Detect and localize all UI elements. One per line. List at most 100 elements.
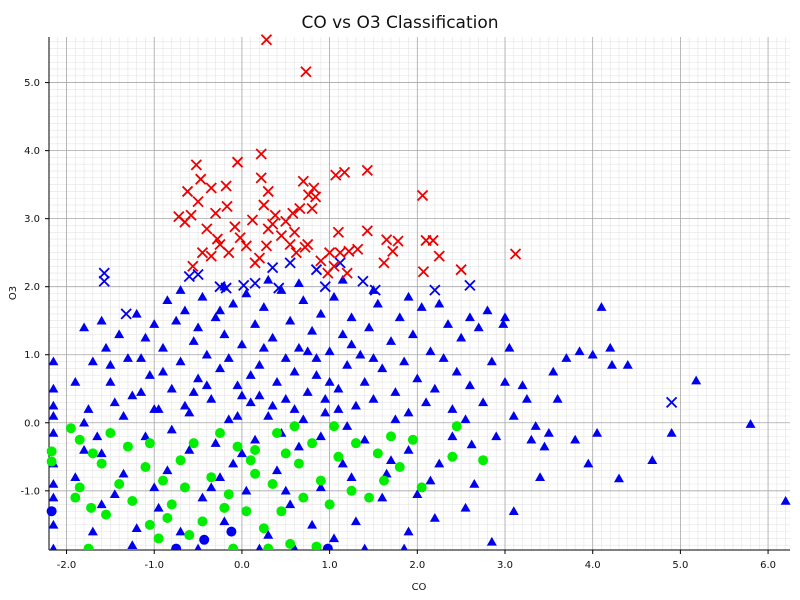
triangle-marker-point [149, 319, 160, 328]
circle-marker-point [394, 461, 405, 472]
circle-marker-point [144, 438, 155, 449]
triangle-marker-point [290, 543, 299, 550]
x-marker-point [361, 164, 373, 176]
triangle-marker-point [210, 438, 221, 447]
circle-marker-point [324, 499, 335, 510]
x-marker-point [433, 250, 445, 262]
circle-marker-point [364, 492, 375, 503]
triangle-marker-point [280, 393, 291, 403]
triangle-marker-point [70, 376, 81, 386]
y-ticks: -1.0 0.0 1.0 2.0 3.0 4.0 5.0 [20, 78, 49, 497]
x-tick-label: 6.0 [760, 560, 776, 571]
x-marker-point [246, 214, 259, 226]
x-marker-point [464, 279, 476, 291]
triangle-marker-point [337, 458, 348, 468]
triangle-marker-point [184, 407, 195, 417]
circle-marker-point [298, 492, 309, 503]
x-ticks: -2.0 -1.0 0.0 1.0 2.0 3.0 4.0 5.0 6.0 [57, 550, 776, 571]
x-marker-point [330, 169, 342, 181]
triangle-marker-point [482, 305, 493, 315]
x-marker-point [338, 166, 351, 179]
triangle-marker-point [79, 322, 90, 332]
triangle-marker-point [530, 421, 541, 430]
triangle-marker-point [175, 526, 186, 536]
triangle-marker-point [605, 342, 616, 352]
triangle-marker-point [381, 468, 392, 478]
x-marker-point [195, 173, 207, 185]
triangle-marker-point [486, 536, 497, 546]
triangle-marker-point [166, 424, 177, 434]
triangle-marker-point [543, 427, 554, 437]
triangle-marker-point [48, 383, 59, 393]
triangle-marker-point [311, 370, 322, 379]
triangle-marker-point [48, 479, 59, 488]
y-tick-label: 0.0 [24, 418, 40, 429]
triangle-marker-point [48, 410, 59, 420]
x-marker-point [238, 279, 250, 291]
circle-marker-point [74, 482, 85, 493]
circle-marker-point [258, 523, 269, 534]
circle-marker-point [416, 482, 427, 493]
x-marker-point [258, 199, 270, 211]
triangle-marker-point [140, 431, 151, 441]
triangle-marker-point [272, 376, 282, 386]
x-marker-point [334, 247, 346, 259]
x-marker-point [369, 284, 381, 296]
triangle-marker-point [539, 441, 550, 451]
x-marker-point [341, 267, 353, 279]
x-marker-point [273, 282, 285, 294]
circle-marker-point [162, 513, 173, 524]
triangle-marker-point [194, 543, 202, 550]
triangle-marker-point [193, 373, 204, 383]
circle-marker-point [263, 543, 274, 550]
triangle-marker-point [315, 431, 326, 441]
triangle-marker-point [293, 441, 304, 451]
circle-marker-point [188, 438, 199, 449]
circle-marker-point [87, 448, 98, 459]
x-tick-label: -1.0 [144, 560, 164, 571]
triangle-marker-point [114, 329, 125, 339]
triangle-marker-point [162, 295, 173, 305]
x-marker-point [214, 238, 226, 251]
triangle-marker-point [412, 373, 423, 383]
circle-marker-point [245, 455, 256, 466]
circle-marker-point [329, 421, 339, 432]
triangle-marker-point [228, 458, 239, 468]
x-marker-point [319, 281, 331, 293]
x-marker-point [98, 267, 110, 279]
triangle-marker-point [377, 492, 388, 502]
triangle-marker-point [267, 332, 278, 342]
triangle-marker-point [48, 519, 59, 529]
triangle-marker-point [346, 339, 357, 349]
circle-marker-point [206, 472, 217, 483]
triangle-marker-point [201, 349, 212, 359]
triangle-marker-point [267, 400, 278, 410]
triangle-marker-point [464, 312, 475, 322]
triangle-marker-point [131, 308, 142, 318]
triangle-marker-point [136, 353, 147, 362]
triangle-marker-point [498, 319, 509, 328]
triangle-marker-point [245, 370, 256, 379]
circle-marker-point [223, 489, 234, 500]
circle-marker-point [175, 455, 186, 466]
x-marker-point [378, 257, 390, 269]
triangle-marker-point [87, 526, 98, 536]
triangle-marker-point [105, 359, 116, 369]
triangle-marker-point [400, 543, 408, 550]
x-marker-point [181, 185, 194, 198]
triangle-marker-point [403, 526, 414, 536]
x-marker-point [240, 240, 252, 252]
circle-marker-point [451, 421, 462, 432]
x-marker-point [280, 215, 292, 228]
circle-marker-point [179, 482, 190, 493]
circle-marker-point [46, 446, 57, 457]
circle-marker-point [144, 519, 155, 530]
x-marker-point [120, 308, 132, 320]
x-marker-point [352, 243, 364, 255]
triangle-marker-point [574, 346, 585, 356]
triangle-marker-point [70, 472, 81, 481]
triangle-marker-point [171, 315, 182, 325]
triangle-marker-point [193, 322, 204, 332]
circle-marker-point [96, 458, 107, 469]
x-marker-point [357, 275, 369, 287]
